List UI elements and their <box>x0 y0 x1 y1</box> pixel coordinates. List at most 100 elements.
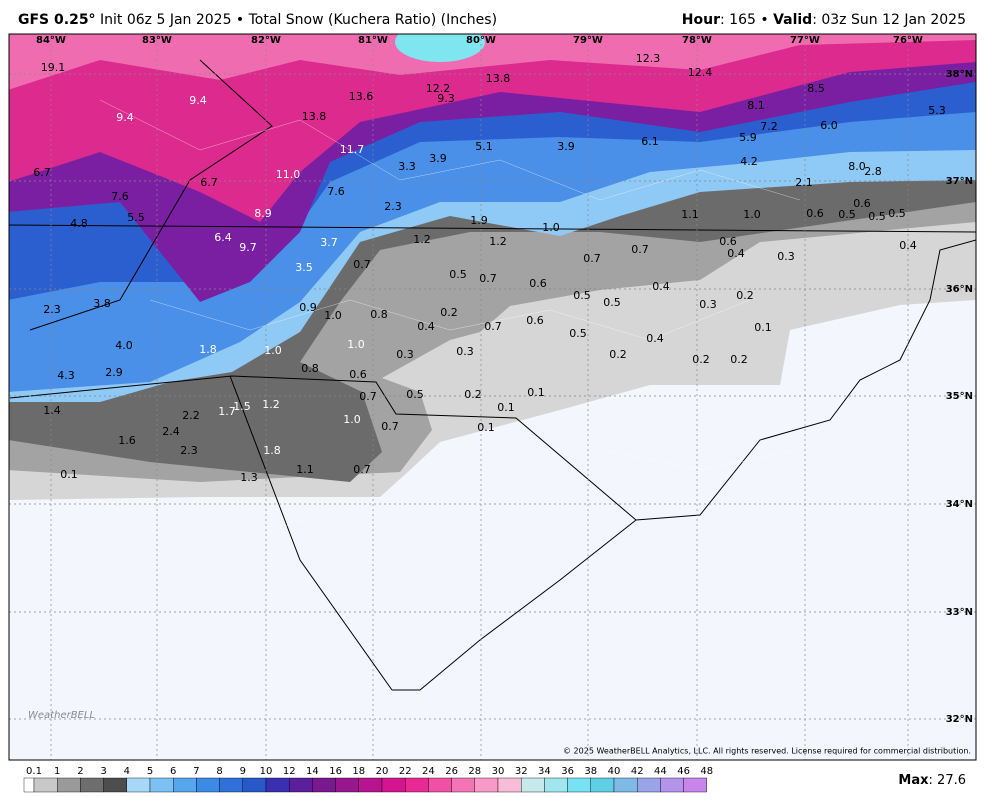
snow-amount: 3.8 <box>93 297 111 310</box>
legend-tick: 1 <box>54 766 60 777</box>
snow-amount: 0.2 <box>440 306 458 319</box>
snow-amount: 0.5 <box>603 296 621 309</box>
snow-amount: 1.0 <box>264 344 282 357</box>
snow-amount: 0.6 <box>853 197 871 210</box>
snow-amount: 2.1 <box>795 176 813 189</box>
snow-amount: 3.3 <box>398 160 416 173</box>
band-magenta <box>9 34 976 222</box>
snow-amount: 1.1 <box>296 463 314 476</box>
snow-amount: 8.1 <box>747 99 765 112</box>
snow-amount: 2.3 <box>43 303 61 316</box>
snow-amount: 8.5 <box>807 82 825 95</box>
legend-tick: 42 <box>631 766 644 777</box>
legend-tick: 5 <box>147 766 153 777</box>
snow-amount: 0.7 <box>631 243 649 256</box>
lon-label: 80°W <box>466 35 496 46</box>
snow-amount: 5.1 <box>475 140 493 153</box>
snow-amount: 8.0 <box>848 160 866 173</box>
snow-amount: 1.0 <box>542 221 560 234</box>
legend: 0.1 1 2 3 4 5 6 7 8 9 10 12 14 16 18 20 22 24 26 28 30 32 34 36… <box>23 766 713 793</box>
snow-amount: 11.0 <box>276 168 301 181</box>
legend-swatch <box>219 777 244 793</box>
snow-amount: 0.3 <box>456 345 474 358</box>
snow-amount: 0.3 <box>777 250 795 263</box>
snow-amount: 12.4 <box>688 66 713 79</box>
snow-amount: 0.7 <box>479 272 497 285</box>
snow-amount: 6.4 <box>214 231 232 244</box>
snow-amount: 6.7 <box>33 166 51 179</box>
band-pink <box>9 34 976 90</box>
snow-amount: 0.5 <box>888 207 906 220</box>
snow-labels: 19.1 9.4 9.4 13.6 13.8 12.29.3 13.8 12.3 12.4 8.5… <box>33 52 946 484</box>
legend-swatch <box>590 777 615 793</box>
snow-amount: 1.5 <box>233 400 251 413</box>
lat-label: 34°N <box>946 499 973 510</box>
legend-swatch <box>196 777 220 793</box>
legend-swatch <box>474 777 499 793</box>
snow-amount: 6.0 <box>820 119 838 132</box>
borders <box>9 59 976 691</box>
snow-amount: 0.2 <box>609 348 627 361</box>
snow-amount: 1.7 <box>218 405 236 418</box>
snow-amount: 0.6 <box>806 207 824 220</box>
snow-amount: 0.7 <box>381 420 399 433</box>
hour-label: Hour <box>682 12 720 28</box>
snow-amount: 0.5 <box>838 208 856 221</box>
snow-amount: 0.1 <box>60 468 78 481</box>
legend-tick: 20 <box>376 766 389 777</box>
map-frame <box>8 33 977 761</box>
snow-amount: 9.4 <box>116 111 134 124</box>
snow-amount: 0.4 <box>652 280 670 293</box>
legend-tick: 24 <box>422 766 435 777</box>
legend-swatch <box>265 777 290 793</box>
legend-tick: 44 <box>654 766 667 777</box>
legend-tick: 6 <box>170 766 176 777</box>
legend-swatch <box>567 777 591 793</box>
legend-swatch <box>242 777 267 793</box>
snow-amount: 9.4 <box>189 94 207 107</box>
legend-tick: 10 <box>260 766 273 777</box>
legend-swatch <box>312 777 336 793</box>
max-label: Max <box>898 773 929 788</box>
title: Init 06z 5 Jan 2025 • Total Snow (Kucher… <box>96 12 498 28</box>
legend-swatch <box>289 777 313 793</box>
snow-amount: 6.1 <box>641 135 659 148</box>
snow-amount: 0.4 <box>727 247 745 260</box>
legend-swatch <box>103 777 127 793</box>
snow-amount: 1.9 <box>470 214 488 227</box>
snow-amount: 2.2 <box>182 409 200 422</box>
snow-amount: 2.9 <box>105 366 123 379</box>
snow-amount: 2.4 <box>162 425 180 438</box>
logo: WeatherBELL <box>28 710 95 721</box>
lat-label: 33°N <box>946 607 973 618</box>
snow-amount: 11.7 <box>340 143 365 156</box>
snow-amount: 0.4 <box>899 239 917 252</box>
copyright: © 2025 WeatherBELL Analytics, LLC. All r… <box>563 747 971 756</box>
snow-amount: 0.7 <box>359 390 377 403</box>
lat-label: 37°N <box>946 176 973 187</box>
max: Max: 27.6 <box>898 773 966 788</box>
legend-swatch <box>428 777 452 793</box>
lon-label: 76°W <box>893 35 923 46</box>
snow-amount: 0.7 <box>583 252 601 265</box>
snow-amount: 1.1 <box>681 208 699 221</box>
lat-label: 35°N <box>946 391 973 402</box>
legend-tick: 7 <box>193 766 199 777</box>
county-lines <box>99 99 801 581</box>
legend-tick: 40 <box>608 766 621 777</box>
legend-swatch <box>497 777 522 793</box>
legend-swatch <box>451 777 476 793</box>
legend-tick: 12 <box>283 766 296 777</box>
snow-amount: 0.1 <box>477 421 495 434</box>
snow-amount: 7.6 <box>111 190 129 203</box>
legend-tick: 36 <box>561 766 574 777</box>
legend-tick: 34 <box>538 766 551 777</box>
snow-amount: 9.3 <box>437 92 455 105</box>
lon-label: 79°W <box>573 35 603 46</box>
snow-amount: 0.6 <box>529 277 547 290</box>
snow-amount: 5.5 <box>127 211 145 224</box>
snow-amount: 13.8 <box>486 72 511 85</box>
legend-swatch <box>57 777 81 793</box>
snow-amount: 0.9 <box>299 301 317 314</box>
legend-swatch <box>381 777 406 793</box>
